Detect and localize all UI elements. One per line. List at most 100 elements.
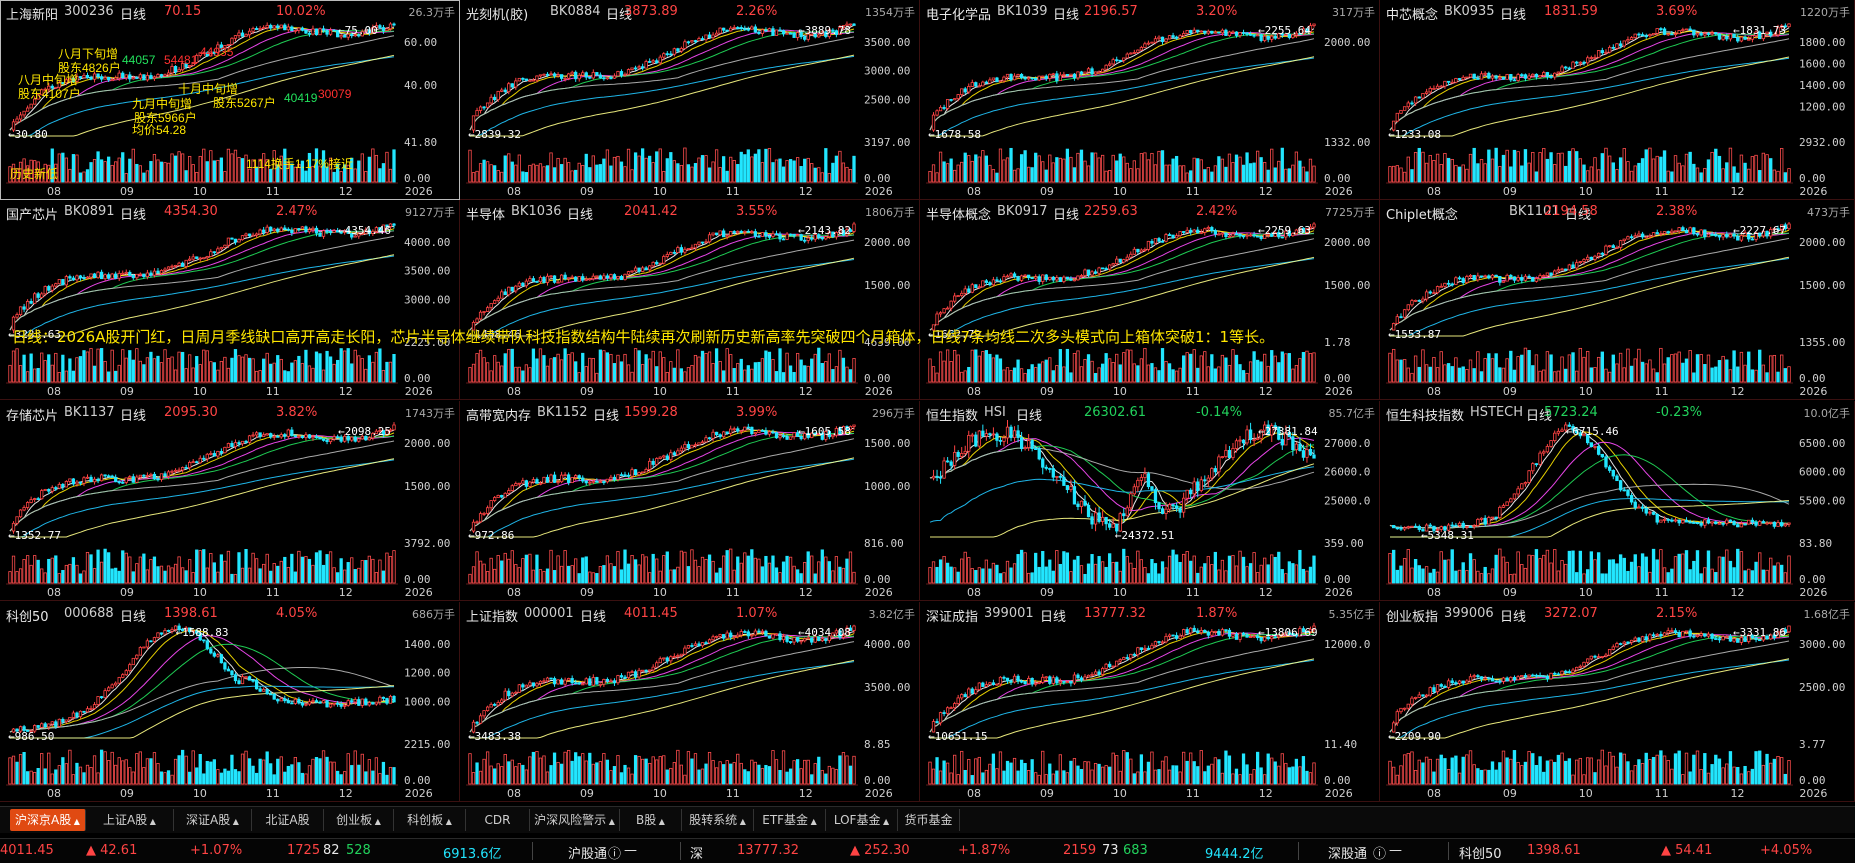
candle-body	[298, 28, 300, 30]
high-price-label: ←75.00	[338, 24, 378, 37]
volume-bar	[1513, 150, 1516, 182]
volume-bar	[382, 370, 384, 382]
panel-name[interactable]: 中芯概念	[1386, 4, 1438, 23]
volume-bar	[1133, 568, 1135, 583]
volume-bar	[262, 564, 264, 583]
volume-bar	[146, 759, 148, 784]
volume-bar	[1660, 348, 1663, 382]
volume-bar	[483, 160, 485, 182]
candle-body	[574, 683, 576, 684]
panel-code: BK1036	[511, 204, 562, 219]
volume-bar	[472, 773, 474, 784]
volume-bar	[284, 371, 286, 382]
volume-bar	[174, 759, 176, 784]
month-label: 09	[1503, 385, 1517, 398]
candle-body	[567, 475, 569, 483]
candle-body	[375, 702, 377, 704]
candle-body	[1147, 43, 1149, 44]
panel-name[interactable]: 高带宽内存	[466, 405, 531, 424]
panel-name[interactable]: 恒生指数	[926, 405, 978, 424]
volume-bar	[691, 759, 693, 784]
volume-bar	[1444, 365, 1447, 382]
panel-name[interactable]: 国产芯片	[6, 204, 58, 223]
volume-bar	[1747, 352, 1750, 382]
volume-bar	[1455, 358, 1458, 382]
volume-bar	[1674, 557, 1677, 583]
candle-body	[1550, 76, 1553, 77]
candle-body	[493, 498, 495, 501]
volume-bar	[160, 566, 162, 583]
kline-chart[interactable]: 1800.001600.001400.001200.002932.000.000…	[1380, 0, 1855, 200]
volume-bar	[1444, 560, 1447, 583]
volume-bar	[1766, 570, 1769, 583]
panel-name[interactable]: Chiplet概念	[1386, 204, 1458, 223]
volume-bar	[379, 774, 381, 784]
candle-body	[758, 32, 760, 34]
volume-bar	[740, 563, 742, 583]
panel-name[interactable]: 恒生科技指数	[1386, 405, 1464, 424]
candle-body	[789, 33, 791, 34]
volume-bar	[659, 757, 661, 784]
panel-name[interactable]: 存储芯片	[6, 405, 58, 424]
volume-bar	[691, 550, 693, 583]
panel-name[interactable]: 光刻机(胶)	[466, 4, 528, 23]
volume-bar	[1586, 351, 1589, 382]
candle-body	[1715, 235, 1718, 236]
volume-bar	[1130, 563, 1132, 583]
volume-bar	[1597, 170, 1600, 182]
panel-name[interactable]: 半导体	[466, 204, 505, 223]
panel-name[interactable]: 上海新阳	[6, 4, 58, 23]
candle-body	[213, 653, 215, 656]
candle-body	[139, 75, 141, 78]
candle-body	[490, 97, 492, 103]
volume-bar	[1197, 573, 1199, 583]
candle-body	[1575, 263, 1578, 268]
volume-bar	[146, 570, 148, 583]
candle-body	[1473, 74, 1476, 78]
panel-name[interactable]: 电子化学品	[926, 4, 991, 23]
volume-bar	[188, 560, 190, 583]
candle-body	[1594, 57, 1597, 58]
volume-bar	[1418, 367, 1421, 382]
candle-body	[550, 475, 552, 482]
volume-bar	[139, 166, 141, 182]
panel-name[interactable]: 科创50	[6, 606, 49, 625]
volume-bar	[1112, 362, 1114, 382]
candle-body	[634, 470, 636, 475]
panel-name[interactable]: 半导体概念	[926, 204, 991, 223]
candle-body	[603, 482, 605, 483]
volume-bar	[136, 564, 138, 583]
volume-bar	[999, 574, 1001, 583]
candle-body	[1193, 230, 1195, 232]
volume-bar	[93, 569, 95, 583]
candle-body	[1172, 36, 1174, 37]
candle-body	[515, 484, 517, 486]
